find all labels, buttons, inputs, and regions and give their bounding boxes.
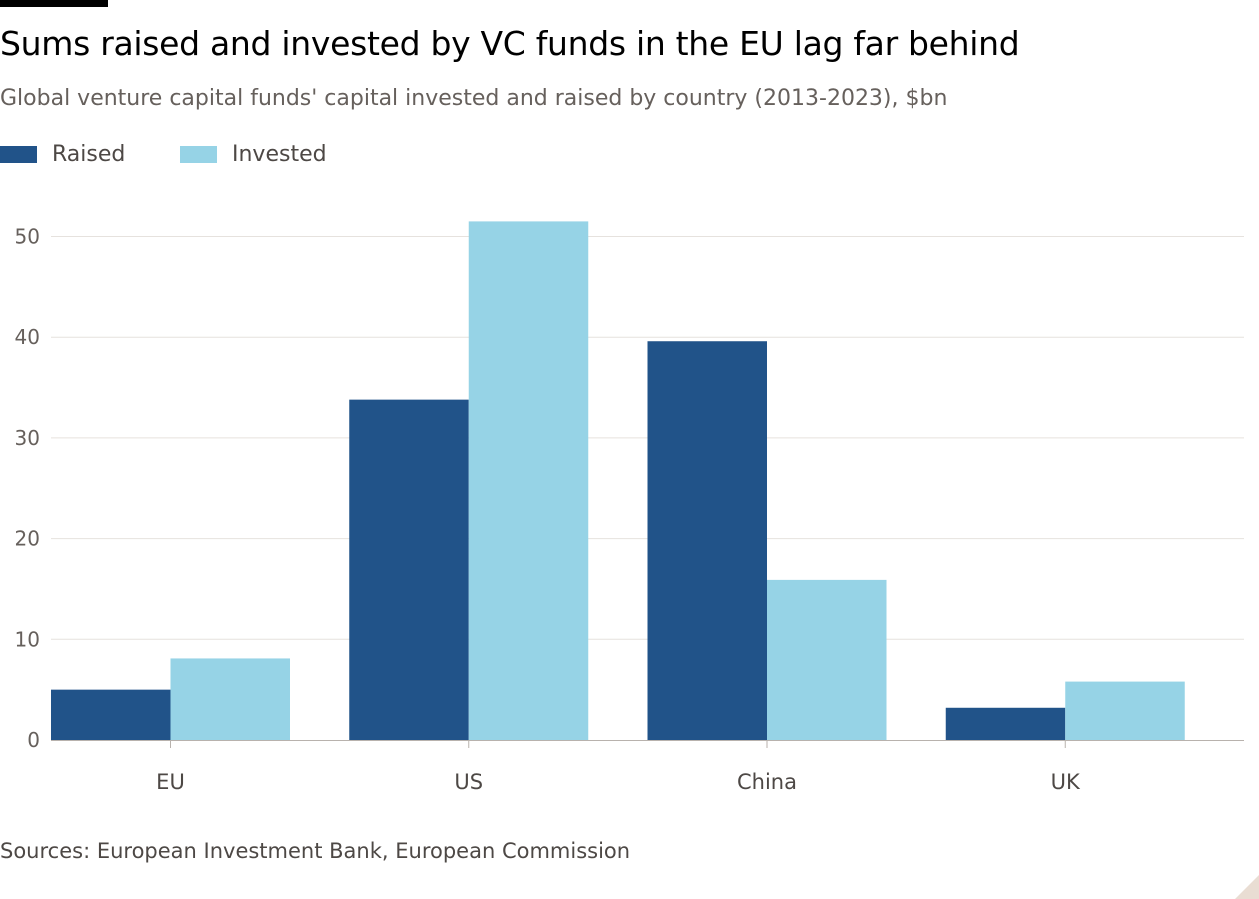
- bar-invested-eu: [170, 658, 290, 740]
- legend-label-raised: Raised: [52, 142, 126, 167]
- y-tick-label-50: 50: [15, 225, 40, 249]
- top-accent-bar: [0, 0, 108, 7]
- bar-invested-us: [468, 221, 589, 740]
- bar-raised-uk: [945, 707, 1066, 740]
- x-tick-label-uk: UK: [1051, 770, 1081, 794]
- corner-mark: [1235, 875, 1259, 899]
- y-tick-label-30: 30: [15, 426, 40, 450]
- bar-raised-eu: [51, 689, 171, 740]
- y-tick-label-40: 40: [15, 325, 40, 349]
- x-tick-label-china: China: [737, 770, 797, 794]
- y-tick-label-20: 20: [15, 527, 40, 551]
- chart-title: Sums raised and invested by VC funds in …: [0, 24, 1020, 63]
- bar-chart: 0 10 20 30 40 50 EU US China UK: [15, 221, 1244, 794]
- chart-source: Sources: European Investment Bank, Europ…: [0, 839, 631, 863]
- legend-swatch-raised: [0, 146, 37, 163]
- bar-raised-china: [647, 341, 767, 740]
- bar-invested-china: [767, 579, 887, 740]
- bar-invested-uk: [1065, 681, 1185, 740]
- x-tick-label-us: US: [454, 770, 483, 794]
- legend-label-invested: Invested: [232, 142, 327, 167]
- legend-swatch-invested: [180, 146, 217, 163]
- chart-subtitle: Global venture capital funds' capital in…: [0, 86, 948, 111]
- y-tick-label-0: 0: [27, 728, 40, 752]
- bar-raised-us: [349, 399, 469, 740]
- x-tick-label-eu: EU: [156, 770, 185, 794]
- y-tick-label-10: 10: [15, 627, 40, 651]
